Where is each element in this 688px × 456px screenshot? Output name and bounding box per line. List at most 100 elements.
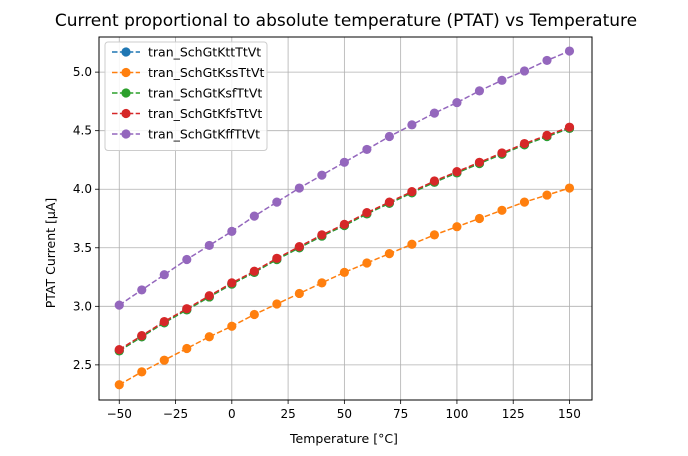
grid-layer [99,37,592,400]
data-point [362,208,372,218]
data-point [204,332,214,342]
y-tick-label: 2.5 [73,358,92,372]
y-axis-label: PTAT Current [μA] [43,198,58,309]
x-tick-label: 0 [228,407,236,421]
data-point [159,270,169,280]
data-point [137,285,147,295]
data-point [204,240,214,251]
legend-item: tran_SchGtKffTtVt [112,127,260,142]
series-layer [114,46,575,390]
data-point [339,157,349,167]
data-point [452,167,462,177]
data-point [384,249,394,259]
data-point [137,367,147,377]
data-point [114,380,124,390]
data-point [339,219,349,229]
data-point [294,288,304,299]
data-point [294,183,304,193]
data-point [159,316,169,327]
data-point [452,222,462,232]
data-point [317,278,327,288]
y-tick-label: 4.5 [73,124,92,138]
legend-label: tran_SchGtKsfTtVt [148,86,262,101]
data-point [497,205,507,215]
legend-item: tran_SchGtKssTtVt [112,65,264,80]
data-point [362,144,372,155]
data-point [564,46,575,56]
data-point [519,66,530,76]
data-point [227,321,237,331]
legend-marker [121,67,131,78]
data-point [497,148,507,158]
legend-item: tran_SchGtKsfTtVt [112,86,262,101]
data-point [249,309,259,320]
data-point [294,242,304,252]
legend-marker [121,47,131,57]
legend-marker [121,88,131,98]
legend-box [104,41,268,151]
data-point [182,304,192,314]
series-line [118,187,570,386]
x-tick-label: 50 [337,407,352,421]
series-tran_SchGtKfsTtVt [114,122,575,355]
data-point [182,254,192,265]
legend-marker [121,129,131,139]
data-point [564,122,575,132]
data-point [272,197,282,207]
legend: tran_SchGtKttTtVt tran_SchGtKssTtVt tran_S… [104,41,268,151]
legend-label: tran_SchGtKttTtVt [148,45,261,60]
x-tick-label: 150 [558,407,581,421]
data-point [362,258,372,268]
y-tick-label: 3.0 [73,299,92,313]
data-point [474,213,485,224]
data-point [114,300,124,310]
data-point [564,183,575,193]
chart-title: Current proportional to absolute tempera… [55,11,637,31]
data-point [542,190,552,200]
x-tick-label: 100 [445,407,468,421]
series-line [118,50,570,306]
data-point [182,343,192,354]
x-tick-label: 125 [502,407,525,421]
data-point [407,120,417,130]
plot-frame [98,36,593,401]
data-point [272,299,282,309]
data-point [407,239,417,249]
data-point [542,55,552,66]
legend-item: tran_SchGtKfsTtVt [112,106,262,121]
data-point [429,176,440,186]
data-point [407,186,417,197]
y-tick-label: 4.0 [73,182,92,196]
data-point [542,130,552,140]
data-point [114,345,124,355]
data-point [227,226,237,236]
tick-layer: −50 −25 0 25 50 75 100 125 150 2.5 3.0 3.5 4.0 4.5 5.0 [73,65,581,421]
data-point [159,355,169,365]
data-point [429,230,440,240]
data-point [519,197,530,207]
x-tick-label: 25 [280,407,295,421]
y-tick-label: 5.0 [73,65,92,79]
data-point [497,75,507,85]
legend-label: tran_SchGtKssTtVt [148,65,264,80]
data-point [249,211,259,221]
y-tick-label: 3.5 [73,241,92,255]
data-point [474,86,485,96]
data-point [429,108,440,118]
series-tran_SchGtKffTtVt [114,46,575,310]
data-point [452,97,462,108]
legend-label: tran_SchGtKffTtVt [148,127,260,142]
x-tick-label: −50 [107,407,132,421]
data-point [474,157,485,167]
data-point [272,253,282,263]
data-point [249,266,259,276]
data-point [384,197,394,207]
legend-marker [121,108,131,119]
legend-item: tran_SchGtKttTtVt [112,45,261,60]
data-point [137,330,147,341]
data-point [204,291,214,301]
data-point [227,278,237,288]
series-tran_SchGtKssTtVt [114,183,575,390]
